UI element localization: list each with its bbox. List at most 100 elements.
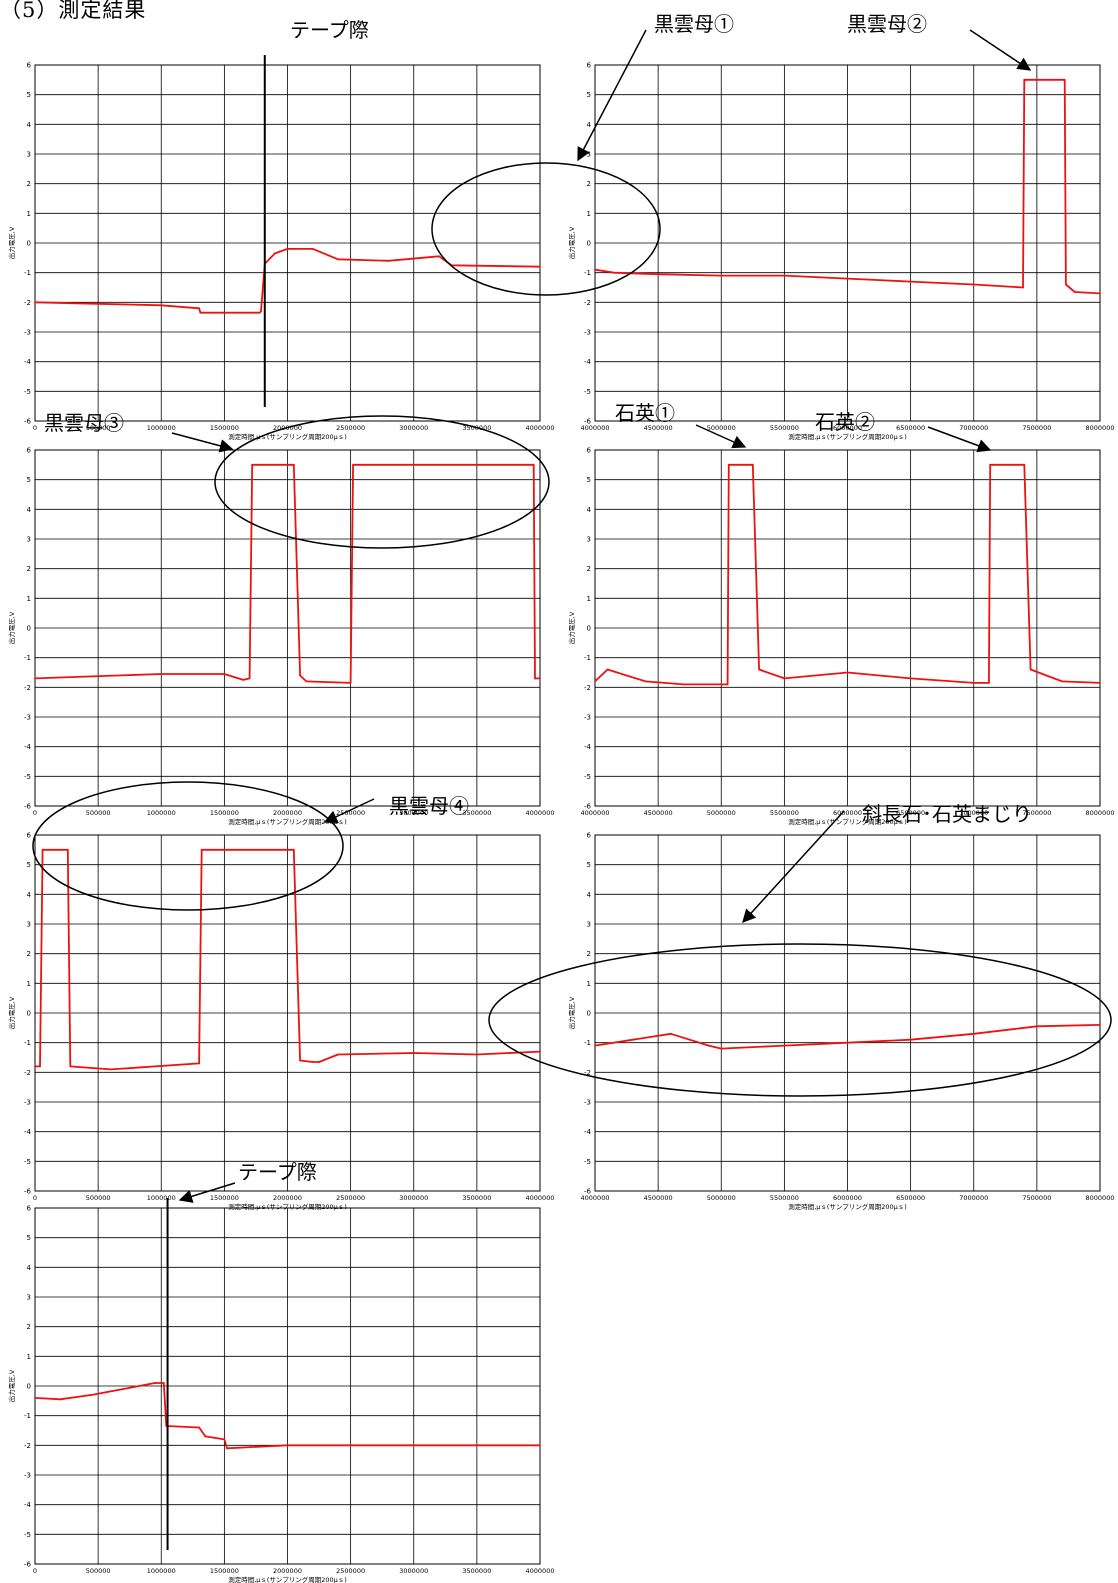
x-tick-label: 4000000 [526,1567,555,1575]
series-point [539,1444,541,1447]
series-point [972,283,975,286]
x-tick-label: 4500000 [644,1194,673,1202]
series-point [1035,1025,1038,1028]
x-tick-label: 5000000 [707,1194,736,1202]
series-point [1065,283,1067,286]
y-tick-label: -2 [584,1069,591,1077]
y-tick-label: 3 [27,921,31,929]
series-point [783,1044,786,1047]
x-tick-label: 500000 [86,809,111,817]
y-tick-label: 0 [27,1010,31,1018]
series-point [594,268,596,271]
y-tick-label: -2 [24,1069,31,1077]
series-point [644,680,647,683]
x-tick-label: 2000000 [273,424,302,432]
x-tick-label: 2500000 [336,424,365,432]
x-tick-label: 7000000 [959,809,988,817]
series-point [720,274,723,277]
y-tick-label: -6 [584,803,592,811]
gridlines [34,834,541,1192]
y-tick-label: 2 [27,180,31,188]
series-point [1073,291,1076,293]
series-point [90,1394,93,1396]
series-point [354,463,357,466]
x-tick-label: 6000000 [833,424,862,432]
chart-4: -6 -5 -4 -3 -2 -1 0 1 2 3 4 5 6 4000000 4500000 5000000… [560,440,1118,827]
y-tick-label: 6 [587,62,592,70]
y-tick-label: -3 [24,1099,31,1107]
x-tick-label: 3000000 [399,1567,428,1575]
series-point [258,311,261,314]
chart-svg: -6 -5 -4 -3 -2 -1 0 1 2 3 4 5 6 0 500000 1000000 1500000… [7,1198,555,1583]
series-point [989,463,992,466]
series-point [160,304,163,307]
y-tick-label: 3 [27,536,31,544]
series-point [34,1065,36,1068]
y-tick-label: -6 [584,1188,592,1196]
callout-biotite-2: 黒雲母② [847,12,927,36]
y-tick-label: -5 [24,1158,31,1166]
series-point [337,1053,339,1056]
chart-7: -6 -5 -4 -3 -2 -1 0 1 2 3 4 5 6 0 500000 1000000 1500000… [0,1198,558,1583]
callout-tape-edge-1: テープ際 [290,18,369,42]
x-tick-label: 1500000 [210,424,239,432]
y-tick-label: 2 [27,565,31,573]
x-tick-label: 4000000 [526,424,555,432]
series-point [34,1396,36,1399]
series-point [251,463,254,466]
y-tick-label: -3 [584,1099,591,1107]
x-tick-label: 2000000 [273,809,302,817]
x-tick-label: 5500000 [770,424,799,432]
x-tick-label: 500000 [86,1194,111,1202]
y-tick-label: -2 [24,299,31,307]
y-tick-label: 5 [587,91,591,99]
y-axis-label: 出力電圧,V [567,996,576,1029]
series-point [1024,78,1027,81]
y-tick-label: -1 [24,1039,31,1047]
series-line [35,247,540,314]
x-axis-label: 測定時間,μｓ(サンプリング周期200μｓ) [228,1202,347,1211]
x-tick-label: 8000000 [1086,1194,1115,1202]
series-point [988,681,990,684]
y-axis-label: 出力電圧,V [567,226,576,259]
series-point [162,1382,165,1384]
series-point [783,274,786,277]
x-tick-label: 1500000 [210,809,239,817]
x-tick-label: 4000000 [581,1194,610,1202]
series-point [223,673,226,675]
y-tick-label: 0 [587,240,591,248]
y-tick-label: -2 [24,1442,31,1450]
x-axis-label: 測定時間,μｓ(サンプリング周期200μｓ) [788,432,907,441]
callout-quartz-1: 石英① [615,401,675,425]
x-tick-label: 6000000 [833,809,862,817]
y-tick-label: -1 [584,1039,591,1047]
x-tick-label: 2000000 [273,1194,302,1202]
y-tick-label: 6 [587,447,592,455]
x-tick-label: 3500000 [462,1567,491,1575]
x-tick-label: 7500000 [1022,1194,1051,1202]
y-tick-label: 3 [587,536,591,544]
page-title: （5）測定結果 [0,0,147,22]
series-point [1023,463,1026,466]
chart-1: -6 -5 -4 -3 -2 -1 0 1 2 3 4 5 6 0 500000 1000000 1500000… [0,55,558,441]
series-point [154,1382,156,1384]
x-axis-label: 測定時間,μｓ(サンプリング周期200μｓ) [788,817,907,826]
series-point [337,258,339,261]
series-point [97,302,100,305]
series-point [972,1032,975,1035]
gridlines [594,834,1101,1192]
series-point [783,677,786,680]
series-point [198,1062,201,1065]
series-point [631,1038,634,1041]
y-tick-label: 6 [27,62,32,70]
x-tick-label: 3500000 [462,809,491,817]
y-tick-label: -1 [584,654,591,662]
x-tick-label: 500000 [86,424,111,432]
series-point [758,668,761,671]
series-point [438,255,440,258]
series-point [69,1065,72,1068]
callout-biotite-4: 黒雲母④ [389,794,469,818]
callout-biotite-3: 黒雲母③ [44,411,124,435]
y-tick-label: 3 [27,1294,31,1302]
series-point [248,677,251,680]
